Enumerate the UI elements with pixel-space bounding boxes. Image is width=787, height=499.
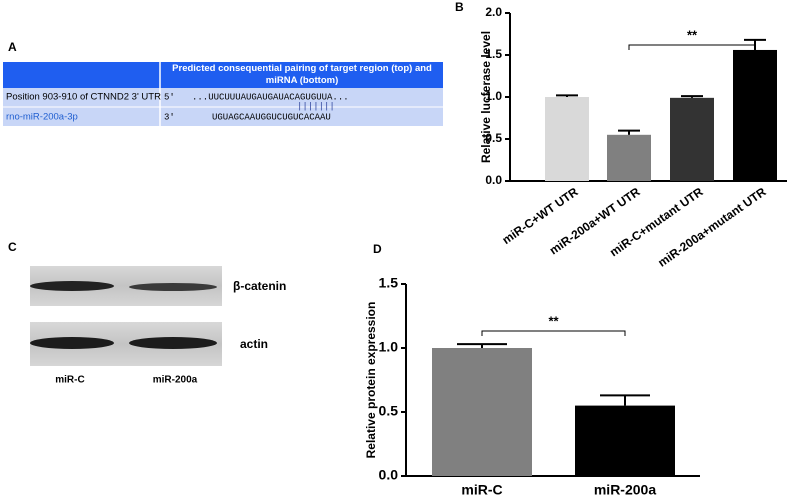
- y-tick-label: 1.0: [485, 89, 502, 103]
- header-text: Predicted consequential pairing of targe…: [172, 63, 432, 86]
- blot-band: [129, 283, 217, 291]
- y-tick-label: 0.0: [485, 173, 502, 187]
- panel-label: D: [373, 242, 382, 256]
- error-bar: [681, 95, 703, 98]
- blot-band: [129, 337, 217, 349]
- table-cell: ...UUCUUUAUGAUGAUACAGUGUUA...: [192, 92, 349, 102]
- table-cell: 5': [164, 92, 175, 102]
- bar: [432, 348, 532, 476]
- error-bar: [556, 94, 578, 97]
- lane-label: miR-C: [55, 375, 84, 386]
- significance-label: **: [687, 27, 698, 42]
- table-header: [3, 62, 443, 88]
- bar: [670, 97, 714, 181]
- pairing-table: Predicted consequential pairing of targe…: [3, 62, 443, 126]
- bar: [545, 97, 589, 181]
- header-cell: Predicted consequential pairing of targe…: [172, 63, 432, 86]
- band-label: β-catenin: [233, 279, 286, 293]
- error-bar: [457, 343, 507, 348]
- table-cell: Position 903-910 of CTNND2 3' UTR: [6, 92, 161, 103]
- pairing-bars: |||||||: [297, 101, 335, 111]
- bar: [575, 405, 675, 476]
- table-cell: UGUAGCAAUGGUCUGUCACAAU: [212, 112, 331, 122]
- table-cell: 3': [164, 112, 175, 122]
- y-tick-label: 0.0: [379, 467, 399, 483]
- error-bar: [618, 129, 640, 135]
- significance-label: **: [548, 313, 559, 328]
- x-tick-label: miR-200a: [594, 482, 656, 498]
- y-tick-label: 0.5: [379, 403, 399, 419]
- x-tick-label: miR-C: [461, 482, 502, 498]
- panel-label: B: [455, 0, 464, 14]
- y-tick-label: 2.0: [485, 5, 502, 19]
- panel-label: A: [8, 40, 17, 54]
- band-label: actin: [240, 337, 268, 351]
- blot-band: [30, 281, 114, 291]
- blot-band: [30, 337, 114, 349]
- error-bar: [600, 394, 650, 406]
- significance-bracket: [628, 44, 756, 50]
- y-axis-label: Relative protein expression: [364, 302, 378, 459]
- significance-bracket: [481, 330, 626, 336]
- lane-label: miR-200a: [153, 375, 198, 386]
- bar: [607, 134, 651, 181]
- y-tick-label: 1.0: [379, 339, 399, 355]
- y-axis-label: Relative lucferase level: [479, 31, 493, 163]
- y-tick-label: 1.5: [379, 275, 399, 291]
- y-tick-label: 1.5: [485, 47, 502, 61]
- y-tick-label: 0.5: [485, 131, 502, 145]
- bar: [733, 49, 777, 182]
- x-tick-label: miR-200a+mutant UTR: [655, 184, 768, 269]
- western-blot: β-catenin actin miR-C miR-200a: [30, 266, 286, 386]
- table-cell: rno-miR-200a-3p: [6, 112, 78, 123]
- panel-label: C: [8, 240, 17, 254]
